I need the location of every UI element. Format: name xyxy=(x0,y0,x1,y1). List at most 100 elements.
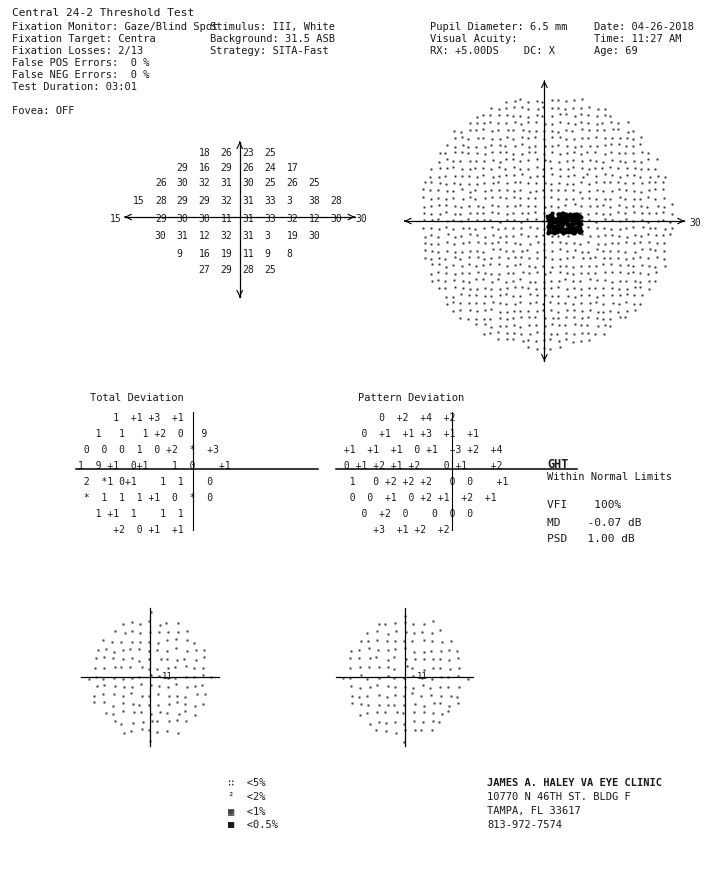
Point xyxy=(354,660,366,674)
Point xyxy=(636,213,648,227)
Point xyxy=(181,680,193,694)
Point xyxy=(604,161,616,175)
Point xyxy=(658,245,669,259)
Point xyxy=(555,221,566,235)
Point xyxy=(515,176,526,190)
Point xyxy=(478,221,489,235)
Point xyxy=(612,176,623,190)
Point xyxy=(568,311,580,325)
Point xyxy=(567,226,578,240)
Point xyxy=(576,267,587,281)
Point xyxy=(98,687,109,701)
Point xyxy=(531,161,543,175)
Point xyxy=(197,661,208,675)
Point xyxy=(442,704,454,718)
Point xyxy=(538,148,549,162)
Point xyxy=(592,306,604,320)
Point xyxy=(417,183,429,197)
Point xyxy=(568,154,579,168)
Point xyxy=(584,252,596,266)
Point xyxy=(546,131,557,145)
Point xyxy=(470,296,482,310)
Point xyxy=(565,218,576,232)
Point xyxy=(442,680,454,694)
Point xyxy=(449,199,461,213)
Point xyxy=(486,198,497,212)
Point xyxy=(630,246,641,260)
Point xyxy=(523,125,535,139)
Point xyxy=(619,206,630,220)
Point xyxy=(566,209,578,223)
Point xyxy=(408,645,420,659)
Text: 29: 29 xyxy=(199,196,210,205)
Point xyxy=(531,109,543,123)
Point xyxy=(463,276,475,290)
Point xyxy=(495,230,506,244)
Point xyxy=(634,236,646,250)
Point xyxy=(471,213,483,227)
Text: GHT: GHT xyxy=(547,457,569,471)
Point xyxy=(539,251,551,265)
Point xyxy=(529,276,541,290)
Point xyxy=(189,679,200,693)
Point xyxy=(163,689,175,703)
Point xyxy=(551,220,562,234)
Point xyxy=(117,644,129,658)
Point xyxy=(566,209,578,223)
Point xyxy=(155,652,166,666)
Point xyxy=(628,265,639,279)
Text: 31: 31 xyxy=(243,213,254,224)
Point xyxy=(153,680,164,694)
Point xyxy=(145,605,157,619)
Text: 26: 26 xyxy=(287,178,299,188)
Point xyxy=(544,209,555,223)
Point xyxy=(637,176,649,191)
Point xyxy=(568,184,579,198)
Point xyxy=(472,236,484,250)
Point xyxy=(507,153,518,167)
Point xyxy=(551,220,562,234)
Point xyxy=(500,236,511,250)
Point xyxy=(564,220,576,234)
Point xyxy=(135,706,147,720)
Point xyxy=(484,313,496,327)
Point xyxy=(373,617,385,631)
Point xyxy=(604,252,616,266)
Point xyxy=(109,624,121,638)
Point xyxy=(449,132,461,146)
Point xyxy=(612,123,624,137)
Point xyxy=(560,213,571,227)
Point xyxy=(492,273,503,287)
Point xyxy=(419,251,430,265)
Point xyxy=(146,714,158,728)
Point xyxy=(457,139,469,153)
Point xyxy=(432,265,443,279)
Point xyxy=(479,313,490,327)
Point xyxy=(582,246,594,260)
Point xyxy=(530,319,542,333)
Point xyxy=(463,199,474,213)
Point xyxy=(107,708,119,722)
Point xyxy=(525,276,536,290)
Point xyxy=(566,216,578,230)
Point xyxy=(559,216,570,230)
Point xyxy=(552,312,564,326)
Point xyxy=(441,139,453,153)
Point xyxy=(599,124,610,138)
Point xyxy=(485,139,497,153)
Point xyxy=(479,213,490,227)
Text: 30: 30 xyxy=(177,213,189,224)
Point xyxy=(599,148,611,162)
Point xyxy=(484,258,496,272)
Point xyxy=(492,200,504,214)
Point xyxy=(650,266,662,280)
Point xyxy=(542,226,553,240)
Point xyxy=(628,298,640,312)
Point xyxy=(604,305,616,319)
Point xyxy=(570,209,582,223)
Text: Fixation Losses: 2/13: Fixation Losses: 2/13 xyxy=(12,46,143,56)
Point xyxy=(127,671,138,685)
Point xyxy=(442,245,453,259)
Point xyxy=(344,671,356,685)
Point xyxy=(179,690,190,704)
